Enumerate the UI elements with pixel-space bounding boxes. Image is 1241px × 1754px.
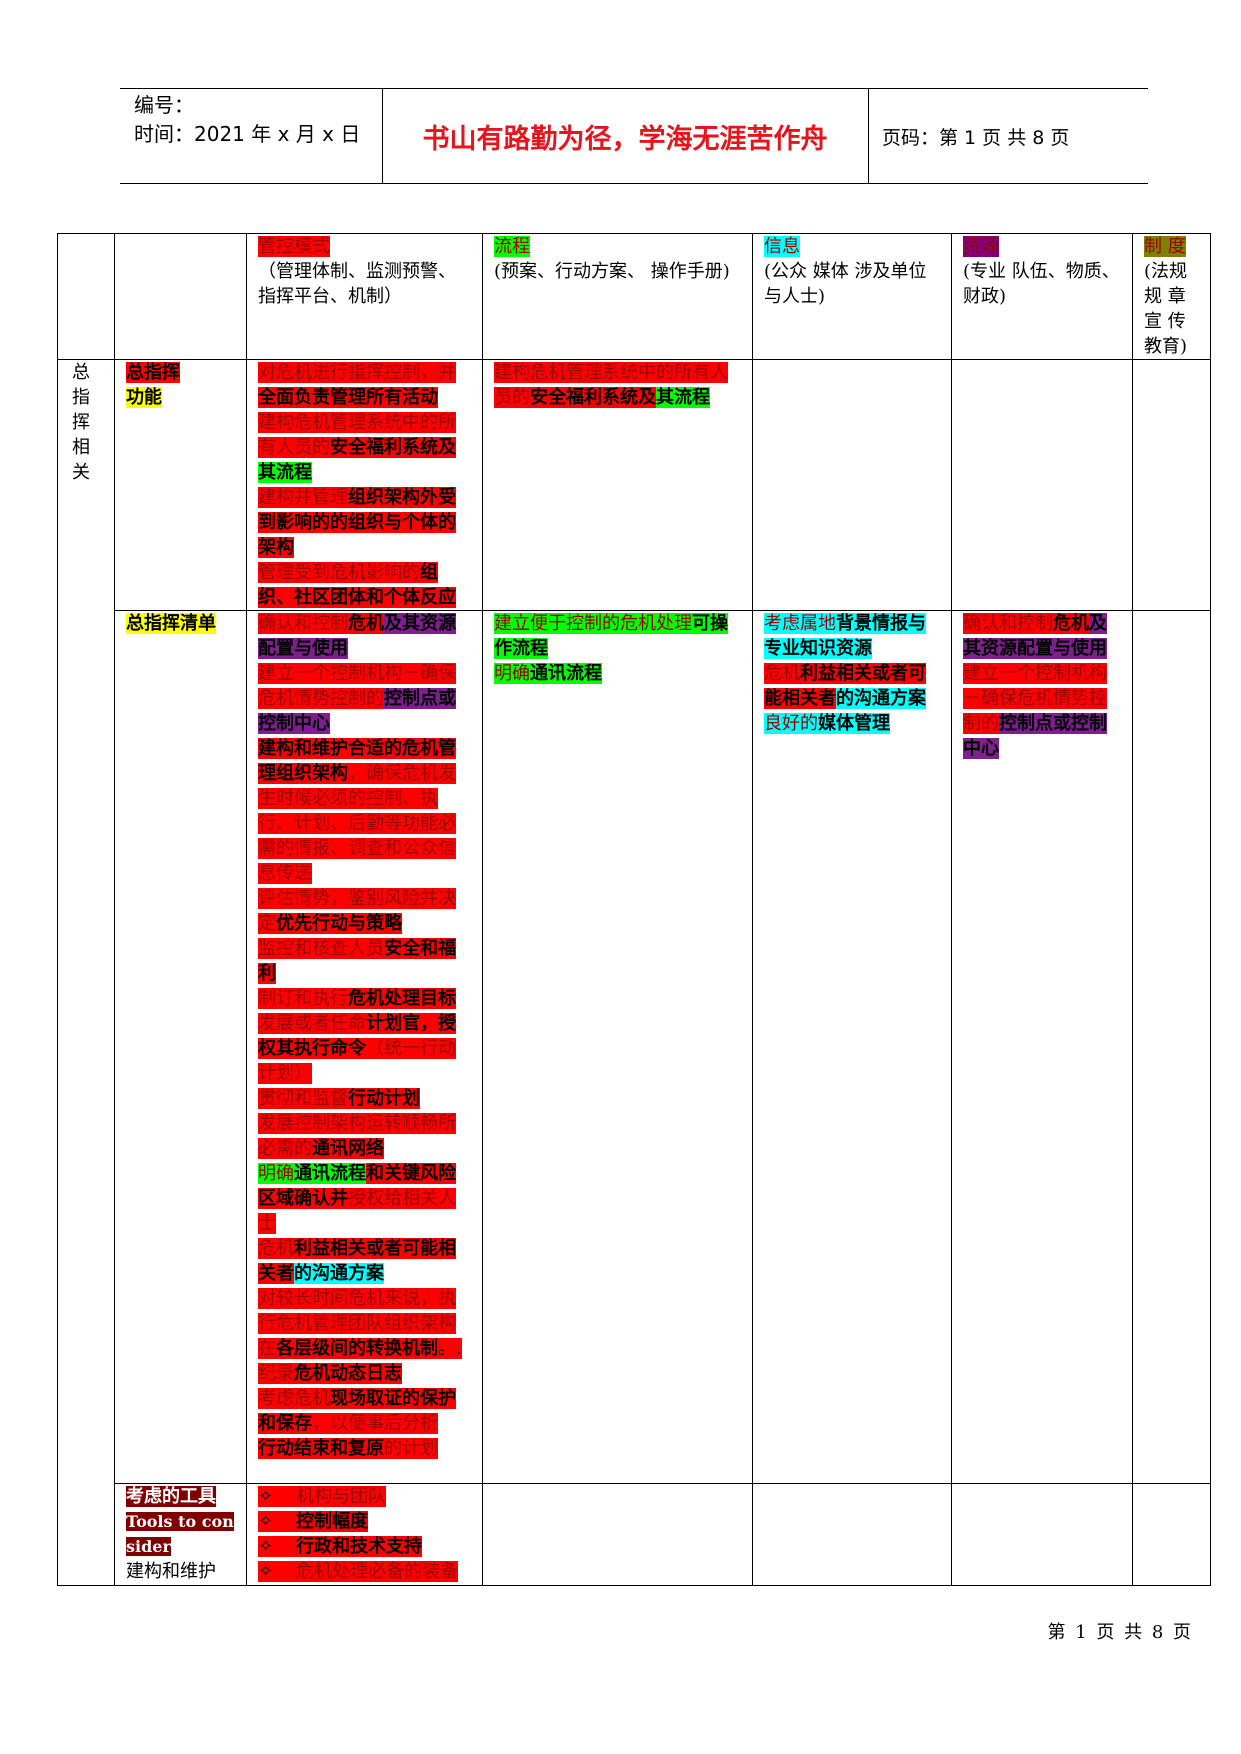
column-header-control-mode: 管控模式 （管理体制、监测预警、指挥平台、机制） xyxy=(246,233,483,360)
cell-r3-process xyxy=(482,1483,753,1586)
cell-r1-system xyxy=(1132,359,1211,611)
cell-r1-information xyxy=(752,359,952,611)
row-label-tools: 考虑的工具 Tools to consider 建构和维护 xyxy=(114,1483,247,1586)
column-header-resources: 资源 (专业 队伍、物质、财政) xyxy=(951,233,1133,360)
cell-r3-resources xyxy=(951,1483,1133,1586)
header-divider xyxy=(868,89,869,183)
cell-r2-information: 考虑属地背景情报与专业知识资源 危机利益相关或者可能相关者的沟通方案 良好的媒体… xyxy=(752,610,952,1484)
header-cell-empty xyxy=(57,233,115,360)
header-motto: 书山有路勤为径，学海无涯苦作舟 xyxy=(422,124,828,155)
cell-r1-control-mode: 对危机进行指挥控制，并 全面负责管理所有活动 建构危机管理系统中的所有人员的安全福… xyxy=(246,359,483,611)
cell-r2-process: 建立便于控制的危机处理可操作流程 明确通讯流程 xyxy=(482,610,753,1484)
table-header-row: 管控模式 （管理体制、监测预警、指挥平台、机制） 流程 (预案、行动方案、 操作… xyxy=(57,233,1211,360)
cell-r2-system xyxy=(1132,610,1211,1484)
column-header-information: 信息 (公众 媒体 涉及单位与人士) xyxy=(752,233,952,360)
group-label-commander: 总指挥相关 xyxy=(57,359,115,1586)
header-meta: 编号： 时间：2021 年 x 月 x 日 xyxy=(134,91,384,149)
column-header-system: 制 度 (法规 规 章 宣 传 教育) xyxy=(1132,233,1211,360)
header-divider xyxy=(382,89,383,183)
cell-r1-resources xyxy=(951,359,1133,611)
cell-r1-process: 建构危机管理系统中的所有人员的安全福利系统及其流程 xyxy=(482,359,753,611)
row-label-commander-checklist: 总指挥清单 xyxy=(114,610,247,1484)
column-header-process: 流程 (预案、行动方案、 操作手册) xyxy=(482,233,753,360)
document-time-label: 时间：2021 年 x 月 x 日 xyxy=(134,122,361,146)
row-label-commander-function: 总指挥 功能 xyxy=(114,359,247,611)
cell-r3-system xyxy=(1132,1483,1211,1586)
cell-r2-control-mode: 确认和控制危机及其资源配置与使用 建立一个控制机构－确保危机情势控制的控制点或控… xyxy=(246,610,483,1484)
page-footer: 第 1 页 共 8 页 xyxy=(1047,1622,1193,1643)
table-row-commander-checklist: 总指挥清单 确认和控制危机及其资源配置与使用 建立一个控制机构－确保危机情势控制… xyxy=(58,610,1211,1484)
table-row-commander-function: 总指挥相关 总指挥 功能 对危机进行指挥控制，并 全面负责管理所有活动 建构危机管… xyxy=(57,359,1211,1586)
cell-r3-control-mode: ✧ 机构与团队 ✧ 控制幅度 ✧ 行政和技术支持 ✧ 危机处理必备的装备 xyxy=(246,1483,483,1586)
header-page-label: 页码：第 1 页 共 8 页 xyxy=(882,127,1070,149)
cell-r3-information xyxy=(752,1483,952,1586)
document-number-label: 编号： xyxy=(134,93,194,117)
table-row-tools: 考虑的工具 Tools to consider 建构和维护 ✧ 机构与团队 ✧ … xyxy=(58,1483,1211,1586)
header-cell-empty xyxy=(114,233,247,360)
cell-r2-resources: 确认和控制危机及其资源配置与使用 建立一个控制机构－确保危机情势控制的控制点或控… xyxy=(951,610,1133,1484)
management-matrix-table: 管控模式 （管理体制、监测预警、指挥平台、机制） 流程 (预案、行动方案、 操作… xyxy=(57,233,1211,1586)
page-header: 编号： 时间：2021 年 x 月 x 日 书山有路勤为径，学海无涯苦作舟 页码… xyxy=(120,88,1148,184)
